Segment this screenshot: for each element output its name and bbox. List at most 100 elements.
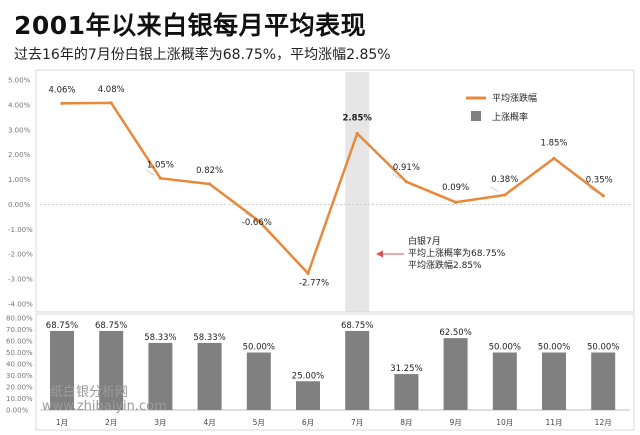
- bar-panel-frame: [35, 313, 635, 431]
- month-label: 6月: [302, 418, 314, 427]
- bar-1: [50, 330, 74, 410]
- bar-9: [443, 338, 468, 410]
- line-point-11: [552, 156, 556, 160]
- bar-ytick-label: 0.00%: [6, 407, 29, 415]
- line-point-3: [158, 176, 162, 180]
- line-ytick-label: 0.00%: [8, 201, 31, 209]
- bar-label: 50.00%: [538, 343, 570, 353]
- month-label: 2月: [105, 418, 117, 427]
- bar-2: [99, 330, 124, 410]
- month-label: 3月: [154, 418, 166, 427]
- july-highlight-band: [345, 72, 370, 312]
- line-label: 1.05%: [147, 160, 174, 170]
- legend-bar-label: 上涨概率: [492, 111, 528, 123]
- line-ytick-label: -3.00%: [8, 276, 33, 284]
- annotation-line: 白银7月: [408, 235, 441, 247]
- bar-5: [246, 352, 271, 410]
- line-point-5: [257, 219, 261, 223]
- month-label: 11月: [545, 418, 562, 427]
- line-label: -2.77%: [299, 278, 329, 288]
- bar-10: [492, 352, 517, 410]
- bar-label: 58.33%: [193, 333, 225, 343]
- bar-label: 68.75%: [46, 321, 78, 331]
- legend-line-label: 平均涨跌幅: [492, 92, 537, 104]
- watermark-url: www.zhibaiyin.com: [42, 399, 167, 414]
- line-label: 0.38%: [491, 175, 518, 185]
- line-ytick-label: 5.00%: [8, 77, 31, 85]
- page-subtitle: 过去16年的7月份白银上涨概率为68.75%，平均涨幅2.85%: [14, 47, 391, 63]
- line-label: 0.35%: [586, 176, 613, 186]
- month-label: 8月: [400, 418, 412, 427]
- line-ytick-label: -4.00%: [8, 301, 33, 309]
- line-panel-frame: [35, 69, 635, 313]
- bar-ytick-label: 30.00%: [6, 372, 33, 380]
- line-ytick-label: 1.00%: [8, 176, 31, 184]
- bar-ytick-label: 70.00%: [6, 326, 33, 334]
- line-point-7: [355, 131, 359, 136]
- label-leader: [146, 170, 155, 176]
- bar-8: [394, 374, 419, 410]
- line-point-2: [109, 101, 113, 105]
- line-label: -0.66%: [242, 218, 272, 228]
- bar-label: 68.75%: [341, 321, 373, 331]
- line-label: 1.85%: [540, 138, 567, 148]
- month-label: 4月: [203, 418, 215, 427]
- bar-ytick-label: 10.00%: [6, 395, 33, 403]
- bar-ytick-label: 50.00%: [6, 349, 33, 357]
- label-leader: [244, 212, 253, 219]
- bar-label: 31.25%: [390, 364, 422, 374]
- line-point-6: [306, 271, 310, 275]
- bar-7: [345, 330, 370, 410]
- line-point-1: [60, 101, 64, 105]
- line-label: 4.08%: [98, 85, 125, 95]
- bar-label: 62.50%: [439, 328, 471, 338]
- bar-3: [148, 342, 173, 410]
- label-leader: [392, 173, 401, 180]
- bar-11: [542, 352, 566, 410]
- line-label: 0.91%: [393, 163, 420, 173]
- bar-label: 50.00%: [489, 343, 521, 353]
- bar-label: 68.75%: [95, 321, 127, 331]
- bar-4: [197, 342, 222, 410]
- line-label: 0.09%: [442, 183, 469, 193]
- bar-ytick-label: 20.00%: [6, 384, 33, 392]
- avg-change-line: [61, 101, 604, 275]
- line-point-8: [404, 180, 408, 184]
- legend-bar-swatch: [471, 111, 481, 121]
- annotation-line: 平均涨跌幅2.85%: [408, 259, 482, 271]
- line-ytick-label: 2.00%: [8, 151, 31, 159]
- line-label: 0.82%: [196, 166, 223, 176]
- watermark-text: 纸白银分析网: [50, 384, 128, 400]
- month-label: 9月: [449, 418, 461, 427]
- bar-ytick-label: 40.00%: [6, 361, 33, 369]
- line-point-12: [601, 194, 605, 198]
- bar-label: 58.33%: [144, 333, 176, 343]
- line-ytick-label: 4.00%: [8, 101, 31, 109]
- line-ytick-label: 3.00%: [8, 126, 31, 134]
- month-label: 12月: [595, 418, 612, 427]
- label-leader: [589, 187, 598, 194]
- annotation-line: 平均上涨概率为68.75%: [408, 247, 506, 259]
- bar-label: 50.00%: [243, 343, 275, 353]
- line-label: 2.85%: [342, 114, 372, 124]
- page-title: 2001年以来白银每月平均表现: [14, 11, 367, 40]
- line-point-4: [208, 182, 212, 186]
- line-label: 4.06%: [48, 85, 75, 95]
- bar-ytick-label: 60.00%: [6, 338, 33, 346]
- month-label: 10月: [496, 418, 513, 427]
- annotation-arrowhead: [376, 250, 383, 258]
- month-label: 5月: [253, 418, 265, 427]
- bar-label: 25.00%: [292, 371, 324, 381]
- bar-6: [296, 381, 320, 410]
- line-point-9: [454, 200, 458, 204]
- line-ytick-label: -2.00%: [8, 251, 33, 259]
- bar-12: [591, 352, 616, 410]
- month-label: 1月: [56, 418, 68, 427]
- bar-ytick-label: 80.00%: [6, 315, 33, 323]
- line-point-10: [503, 193, 507, 197]
- label-leader: [490, 186, 499, 193]
- bar-label: 50.00%: [587, 343, 619, 353]
- line-ytick-label: -1.00%: [8, 226, 33, 234]
- month-label: 7月: [351, 418, 363, 427]
